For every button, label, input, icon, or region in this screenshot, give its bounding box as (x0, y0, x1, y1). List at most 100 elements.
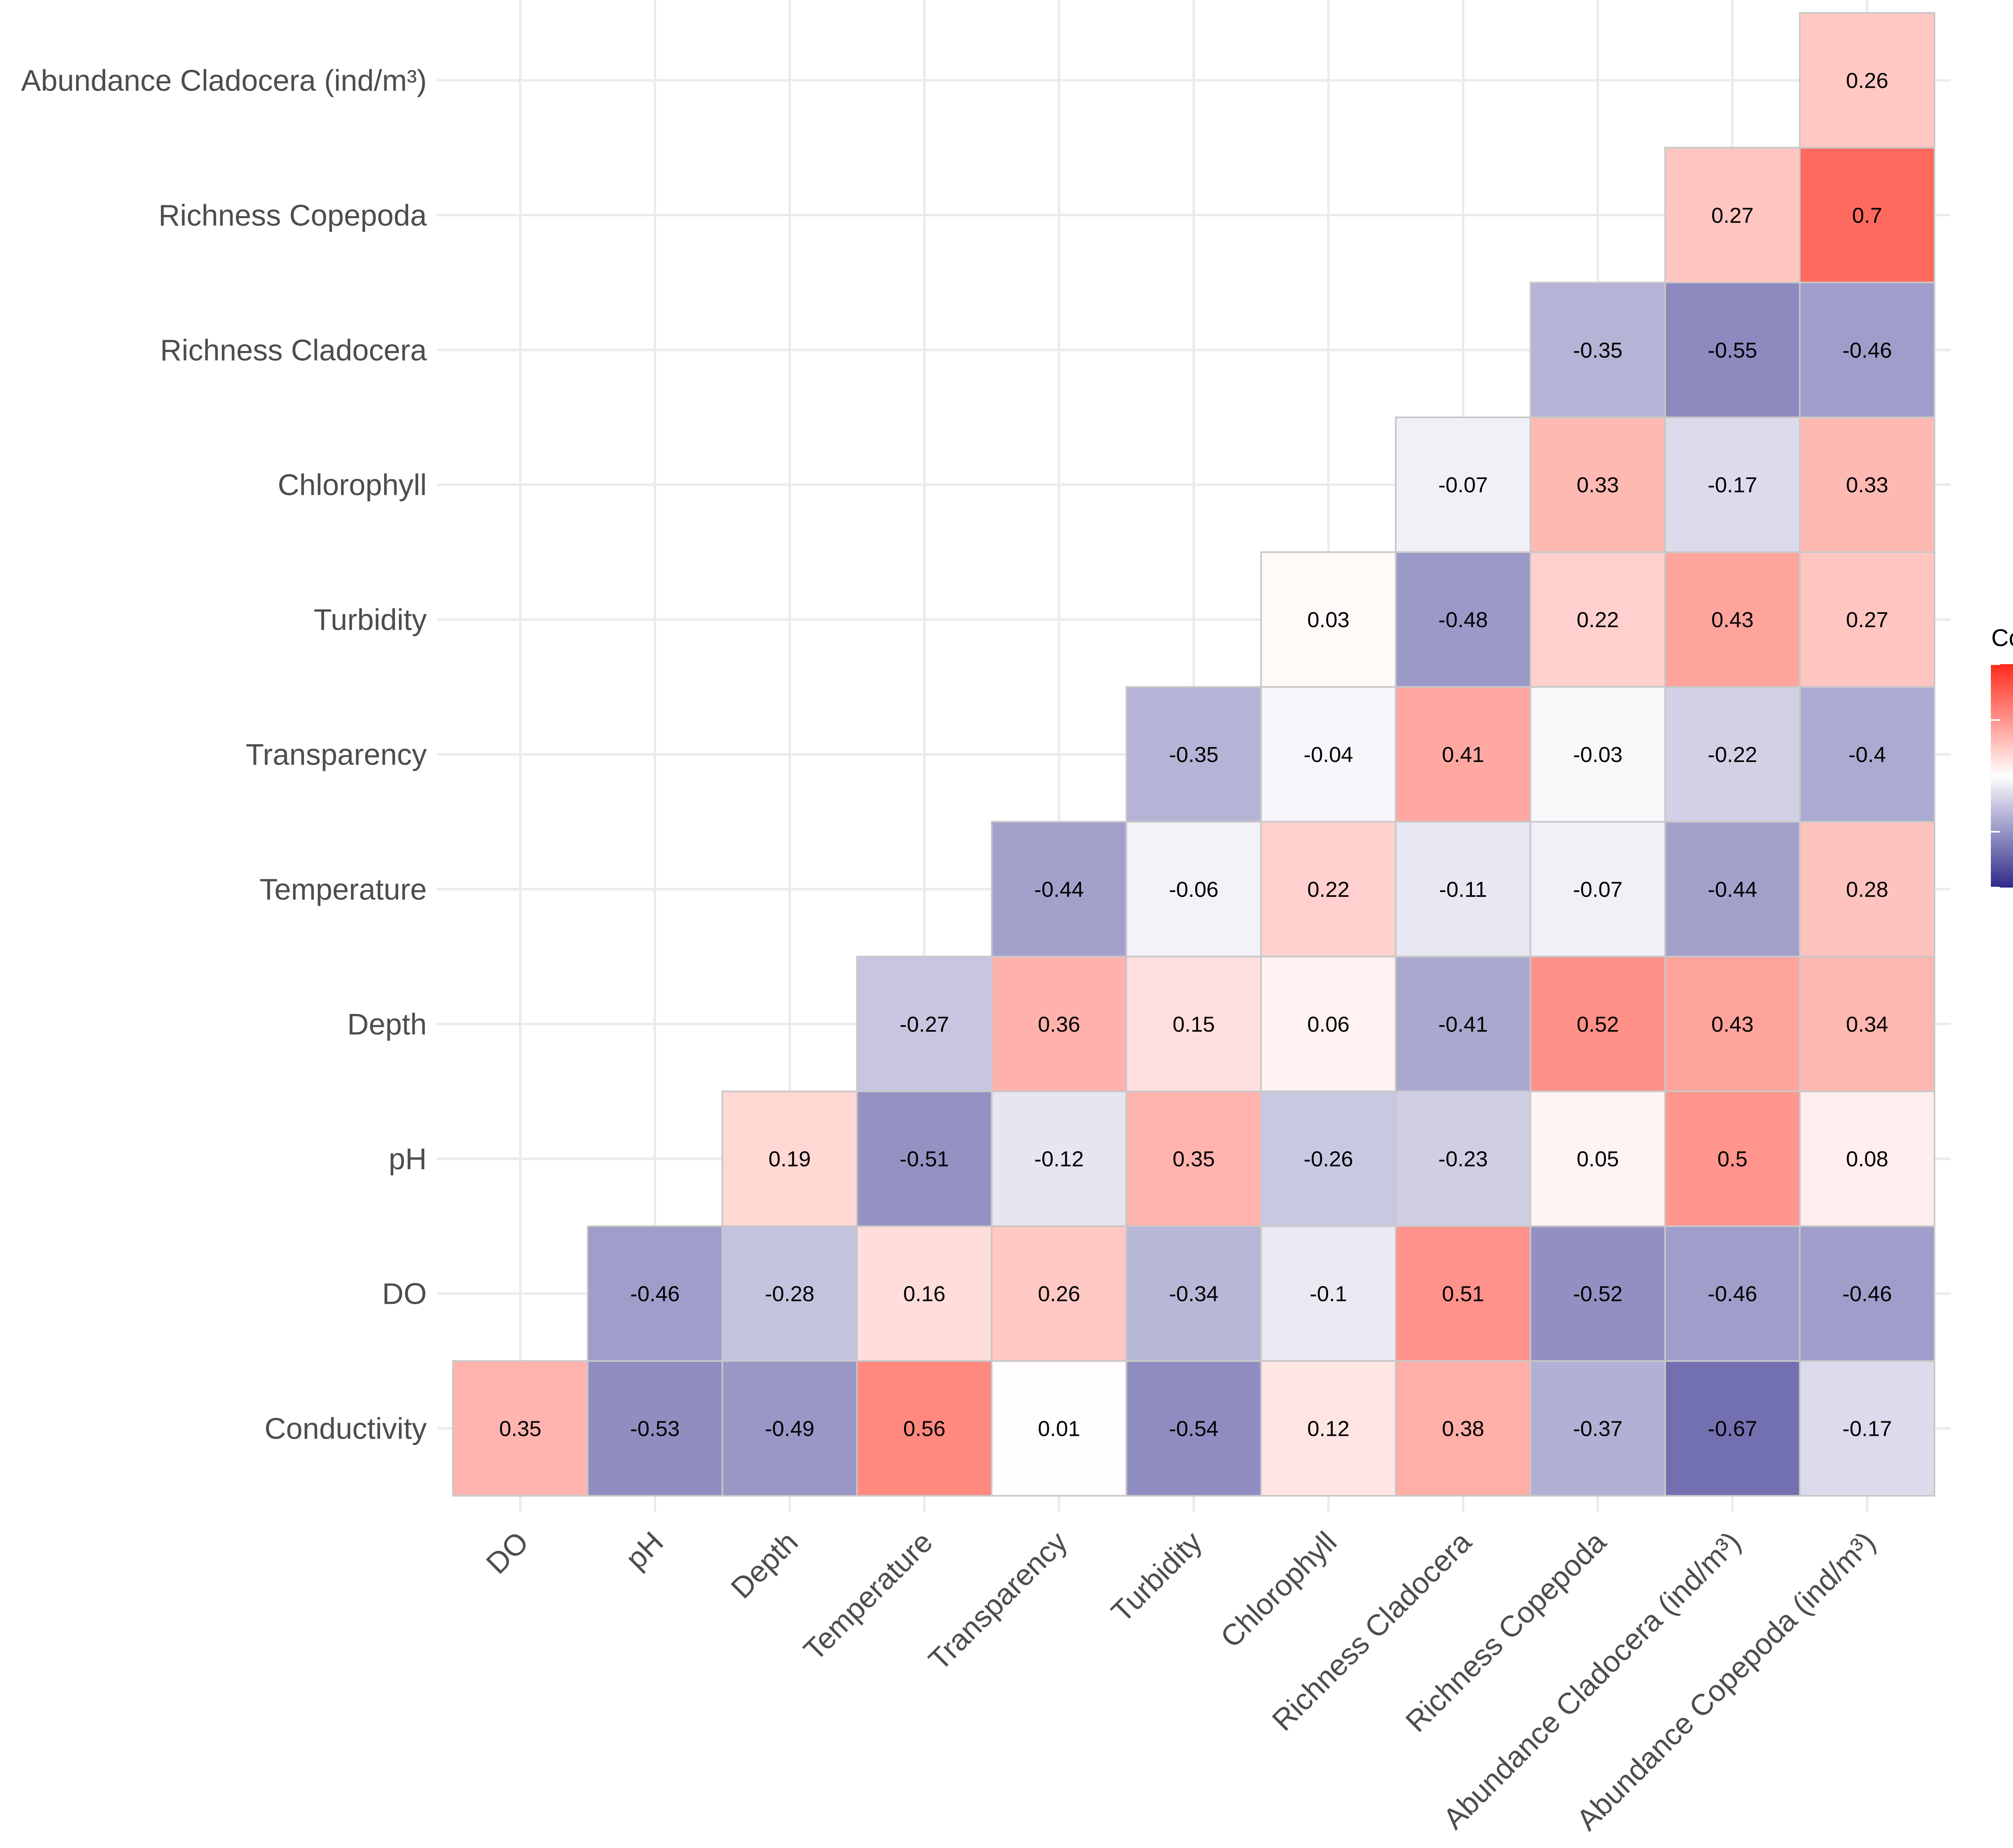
cell-value-label: -0.26 (1304, 1147, 1353, 1171)
y-axis-tick-labels: Conductivity DO pH Depth Temperature Transpar… (21, 64, 427, 1445)
cell-value-label: 0.7 (1852, 203, 1882, 227)
cell-value-label: -0.35 (1573, 338, 1622, 362)
heatmap-cell (1125, 821, 1262, 958)
x-tick-label: Transparency (922, 1525, 1074, 1677)
heatmap-cell (1529, 1090, 1666, 1227)
cell-value-label: -0.55 (1708, 338, 1757, 362)
cell-value-label: -0.28 (765, 1282, 814, 1306)
cell-value-label: -0.44 (1034, 878, 1084, 902)
heatmap-cell (1664, 281, 1801, 418)
heatmap-cell (1664, 821, 1801, 958)
heatmap-cell (1799, 1360, 1936, 1497)
y-tick-label: Depth (347, 1008, 427, 1041)
cell-value-label: -0.03 (1573, 743, 1622, 767)
cell-value-label: -0.11 (1439, 878, 1487, 902)
cell-value-label: 0.19 (769, 1147, 811, 1171)
heatmap-cell (1799, 12, 1936, 149)
heatmap-cell (1395, 686, 1531, 823)
cell-value-label: -0.06 (1169, 878, 1218, 902)
heatmap-cell (452, 1360, 589, 1497)
heatmap-cell (1799, 686, 1936, 823)
cell-value-label: 0.33 (1577, 473, 1619, 497)
cell-value-label: 0.52 (1577, 1012, 1619, 1037)
heatmap-cell (1395, 416, 1531, 553)
cell-value-label: -0.48 (1438, 608, 1488, 632)
heatmap-cell (1664, 1225, 1801, 1362)
heatmap-cell (1125, 1360, 1262, 1497)
heatmap-cell (1395, 956, 1531, 1092)
cell-value-label: 0.34 (1846, 1012, 1888, 1037)
heatmap-cell (1664, 1360, 1801, 1497)
cell-value-label: 0.12 (1307, 1417, 1350, 1441)
cell-value-label: 0.43 (1711, 1012, 1754, 1037)
y-tick-label: Chlorophyll (278, 468, 427, 502)
cell-value-label: 0.27 (1846, 608, 1888, 632)
heatmap-cell (1395, 1225, 1531, 1362)
heatmap-cell (1529, 821, 1666, 958)
cell-value-label: -0.12 (1034, 1147, 1084, 1171)
heatmap-cell (1799, 1225, 1936, 1362)
heatmap-cell (1260, 551, 1397, 688)
legend-title: Corr (1991, 624, 2013, 651)
heatmap-cell (1260, 956, 1397, 1092)
color-legend: Corr 1.00.50.0-0.5-1.0 (1991, 624, 2013, 888)
cell-value-label: 0.05 (1577, 1147, 1619, 1171)
cell-value-label: -0.46 (630, 1282, 680, 1306)
x-tick-label: Depth (724, 1525, 804, 1605)
cell-value-label: -0.41 (1438, 1012, 1488, 1037)
heatmap-cell (1529, 551, 1666, 688)
cell-value-label: 0.03 (1307, 608, 1350, 632)
cell-value-label: 0.35 (1172, 1147, 1215, 1171)
heatmap-cell (856, 1225, 993, 1362)
heatmap-cell (856, 956, 993, 1092)
cell-value-label: 0.33 (1846, 473, 1888, 497)
x-tick-label: Abundance Cladocera (ind/m³) (1436, 1525, 1747, 1836)
cell-value-label: -0.22 (1708, 743, 1757, 767)
cell-value-label: 0.27 (1711, 203, 1754, 227)
cell-value-label: -0.54 (1169, 1417, 1218, 1441)
y-tick-label: pH (389, 1142, 427, 1176)
cell-value-label: 0.28 (1846, 878, 1888, 902)
cell-value-label: -0.67 (1708, 1417, 1757, 1441)
heatmap-cell (1799, 147, 1936, 283)
cell-value-label: 0.08 (1846, 1147, 1888, 1171)
cell-value-label: -0.35 (1169, 743, 1218, 767)
heatmap-cell (1799, 1090, 1936, 1227)
cell-value-label: -0.46 (1842, 1282, 1892, 1306)
cell-value-label: 0.35 (499, 1417, 541, 1441)
heatmap-cell (991, 1090, 1127, 1227)
heatmap-cell (1529, 686, 1666, 823)
x-tick-label: pH (619, 1525, 670, 1576)
cell-value-label: -0.46 (1708, 1282, 1757, 1306)
heatmap-cells (452, 12, 1936, 1497)
y-tick-label: Conductivity (265, 1412, 427, 1445)
cell-value-label: -0.49 (765, 1417, 814, 1441)
heatmap-cell (1260, 1360, 1397, 1497)
heatmap-cell (721, 1090, 858, 1227)
y-tick-label: Abundance Cladocera (ind/m³) (21, 64, 427, 97)
cell-value-label: -0.44 (1708, 878, 1757, 902)
cell-value-label: 0.01 (1038, 1417, 1080, 1441)
cell-value-label: 0.26 (1846, 68, 1888, 93)
heatmap-cell (991, 956, 1127, 1092)
x-tick-label: Turbidity (1105, 1525, 1208, 1629)
heatmap-cell (1799, 956, 1936, 1092)
heatmap-cell (991, 821, 1127, 958)
cell-value-label: -0.51 (899, 1147, 949, 1171)
y-tick-label: Turbidity (314, 603, 427, 636)
cell-value-label: -0.17 (1842, 1417, 1892, 1441)
cell-value-label: 0.56 (903, 1417, 945, 1441)
heatmap-cell (1664, 416, 1801, 553)
cell-value-label: -0.34 (1169, 1282, 1218, 1306)
cell-value-label: 0.15 (1172, 1012, 1215, 1037)
heatmap-cell (587, 1225, 723, 1362)
cell-value-label: 0.22 (1307, 878, 1350, 902)
heatmap-cell (1260, 686, 1397, 823)
cell-value-label: -0.04 (1304, 743, 1353, 767)
cell-value-label: 0.41 (1442, 743, 1484, 767)
cell-value-label: -0.46 (1842, 338, 1892, 362)
x-tick-label: Chlorophyll (1214, 1525, 1343, 1654)
cell-value-label: 0.26 (1038, 1282, 1080, 1306)
